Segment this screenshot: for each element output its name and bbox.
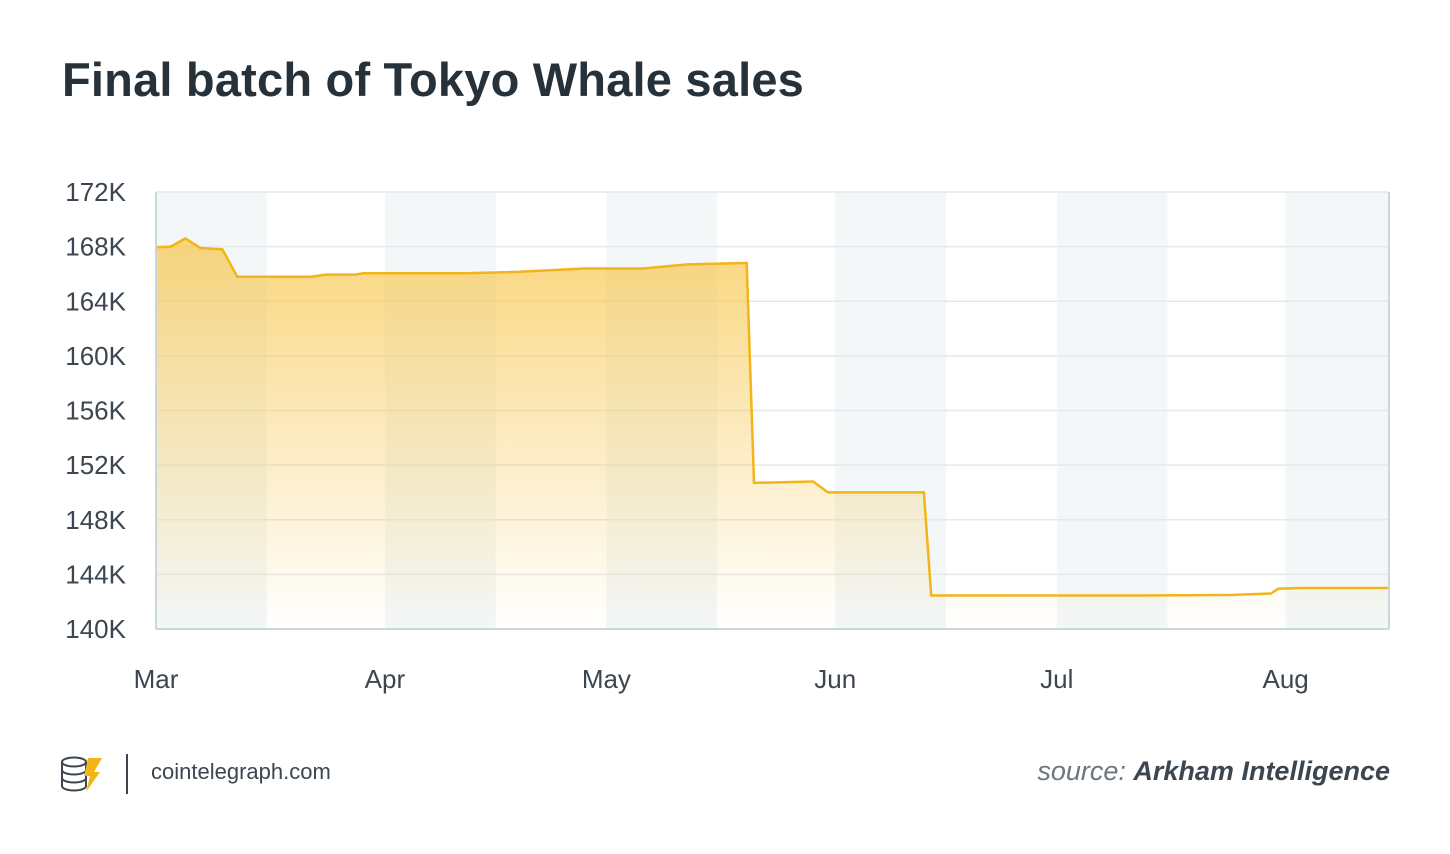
x-tick-label: Jun — [814, 664, 856, 694]
footer-divider — [126, 754, 128, 794]
y-tick-label: 172K — [65, 177, 126, 207]
area-chart: 172K 168K 164K 160K 156K 152K 148K 144K 140K Mar… — [65, 177, 1390, 694]
source-name: Arkham Intelligence — [1133, 756, 1390, 786]
source-credit: source: Arkham Intelligence — [1037, 756, 1390, 787]
y-tick-label: 152K — [65, 450, 126, 480]
y-tick-label: 148K — [65, 505, 126, 535]
series-line — [155, 237, 1389, 597]
y-tick-label: 144K — [65, 559, 126, 589]
area-fill — [156, 238, 1389, 629]
x-tick-label: Mar — [134, 664, 179, 694]
chart-title: Final batch of Tokyo Whale sales — [62, 53, 805, 106]
y-tick-label: 156K — [65, 396, 126, 426]
x-tick-label: Apr — [365, 664, 406, 694]
cointelegraph-logo-icon — [58, 752, 104, 801]
y-tick-label: 160K — [65, 341, 126, 371]
y-tick-label: 140K — [65, 614, 126, 644]
x-tick-label: May — [582, 664, 631, 694]
y-tick-labels: 172K 168K 164K 160K 156K 152K 148K 144K 140K — [65, 177, 126, 644]
x-tick-labels: Mar Apr May Jun Jul Aug — [134, 664, 1309, 694]
line-group — [155, 237, 1389, 597]
source-prefix: source: — [1037, 756, 1126, 786]
x-tick-label: Jul — [1040, 664, 1073, 694]
y-tick-label: 168K — [65, 232, 126, 262]
x-tick-label: Aug — [1263, 664, 1309, 694]
axes — [155, 192, 1390, 630]
area-fill-group — [156, 238, 1389, 629]
site-name: cointelegraph.com — [151, 759, 331, 784]
y-tick-label: 164K — [65, 286, 126, 316]
